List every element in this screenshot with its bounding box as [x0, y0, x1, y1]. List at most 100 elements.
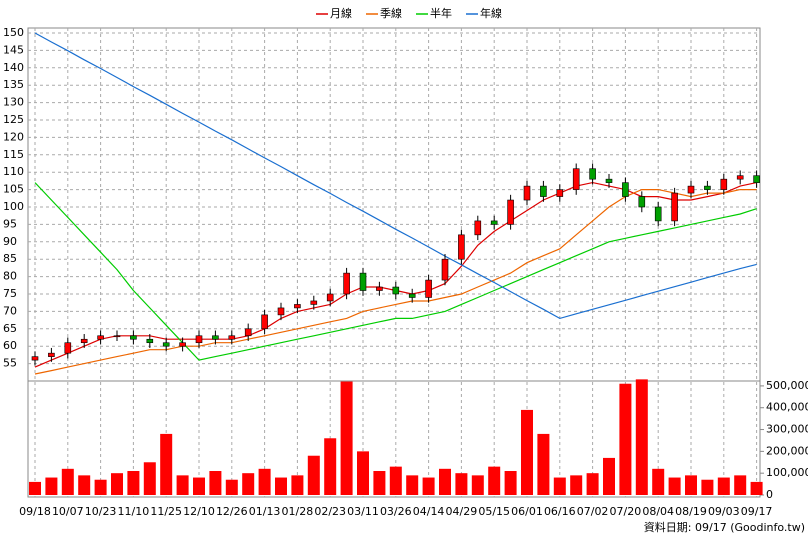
candle-body	[687, 185, 695, 194]
candle-body	[326, 293, 334, 302]
x-tick-label: 01/28	[282, 505, 314, 518]
x-tick-label: 08/19	[675, 505, 707, 518]
plot-frame	[27, 27, 761, 498]
volume-bar	[160, 433, 173, 495]
y-tick-label: 120	[3, 130, 24, 143]
y2-tick-label: 100,000	[766, 466, 808, 479]
candle-body	[654, 206, 662, 222]
candle-body	[474, 220, 482, 236]
ma-line	[34, 32, 757, 320]
volume-bar	[45, 477, 58, 495]
volume-bar	[406, 475, 419, 495]
candle-body	[408, 293, 416, 298]
y-tick-label: 150	[3, 26, 24, 39]
y-tick-label: 140	[3, 61, 24, 74]
x-tick-label: 05/15	[478, 505, 510, 518]
volume-bar	[750, 481, 763, 495]
candle-body	[458, 234, 465, 260]
y-tick-label: 100	[3, 200, 24, 213]
candle-body	[212, 335, 219, 340]
y-tick-label: 70	[3, 304, 17, 317]
volume-bar	[537, 433, 550, 495]
volume-bar	[61, 468, 74, 495]
volume-bar	[455, 473, 468, 495]
volume-bar	[553, 477, 566, 495]
candle-body	[64, 342, 72, 354]
x-tick-label: 04/29	[446, 505, 478, 518]
volume-bar	[685, 475, 697, 495]
volume-bar	[652, 468, 665, 495]
volume-bar	[225, 479, 238, 495]
y-tick-label: 125	[3, 113, 24, 126]
x-tick-label: 09/18	[19, 505, 51, 518]
candle-body	[556, 189, 564, 197]
candle-body	[195, 335, 203, 344]
y2-tick-label: 200,000	[766, 444, 808, 457]
y-tick-label: 85	[3, 252, 17, 265]
y-tick-label: 90	[3, 235, 17, 248]
candle-body	[540, 185, 547, 197]
candle-body	[638, 196, 646, 208]
candle-body	[228, 335, 236, 340]
volume-bar	[94, 479, 107, 495]
x-tick-label: 12/10	[183, 505, 215, 518]
y2-tick-label: 0	[766, 488, 773, 501]
candle-body	[310, 300, 318, 305]
y-tick-label: 115	[3, 148, 24, 161]
legend-label: 半年	[430, 6, 452, 20]
y-tick-label: 130	[3, 96, 24, 109]
y-tick-label: 145	[3, 43, 24, 56]
candle-body	[277, 307, 285, 316]
ma-line	[34, 182, 757, 361]
x-tick-label: 03/11	[347, 505, 379, 518]
x-tick-label: 11/25	[150, 505, 182, 518]
x-tick-label: 03/26	[380, 505, 412, 518]
candle-body	[80, 338, 88, 344]
volume-bar	[209, 471, 222, 495]
candle-body	[704, 185, 711, 190]
volume-bar	[717, 477, 730, 495]
y-tick-label: 75	[3, 287, 17, 300]
volume-bar	[603, 457, 615, 495]
volume-bar	[111, 473, 123, 495]
volume-bar	[340, 381, 353, 495]
candle-body	[425, 279, 432, 298]
volume-bar	[504, 471, 517, 495]
source-note: 資料日期: 09/17 (Goodinfo.tw)	[644, 520, 805, 534]
volume-bar	[668, 477, 681, 495]
y-tick-label: 55	[3, 357, 17, 370]
candle-body	[162, 342, 170, 347]
volume-bar	[439, 468, 451, 495]
candle-body	[130, 335, 137, 340]
x-tick-label: 06/01	[511, 505, 543, 518]
y2-tick-label: 500,000	[766, 379, 808, 392]
candle-body	[31, 356, 39, 361]
candle-body	[736, 175, 744, 180]
x-tick-label: 09/17	[741, 505, 773, 518]
candle-body	[589, 168, 596, 180]
candle-body	[376, 286, 383, 291]
volume-bar	[586, 473, 599, 495]
x-tick-label: 10/07	[52, 505, 84, 518]
candle-body	[507, 199, 514, 225]
volume-bar	[176, 475, 189, 495]
volume-bar	[127, 471, 140, 495]
candle-body	[720, 178, 728, 190]
volume-bar	[521, 409, 533, 495]
y-tick-label: 65	[3, 322, 17, 335]
y-tick-label: 95	[3, 217, 17, 230]
x-tick-label: 09/03	[708, 505, 740, 518]
x-tick-label: 07/20	[610, 505, 642, 518]
volume-bar	[258, 468, 271, 495]
candle-body	[359, 272, 367, 291]
y2-tick-label: 400,000	[766, 401, 808, 414]
x-tick-label: 06/16	[544, 505, 576, 518]
candle-body	[294, 304, 301, 309]
legend-label: 年線	[480, 6, 502, 20]
y-tick-label: 135	[3, 78, 24, 91]
candle-body	[179, 342, 186, 347]
x-tick-label: 01/13	[249, 505, 281, 518]
volume-bar	[29, 481, 41, 495]
x-tick-label: 10/23	[85, 505, 117, 518]
